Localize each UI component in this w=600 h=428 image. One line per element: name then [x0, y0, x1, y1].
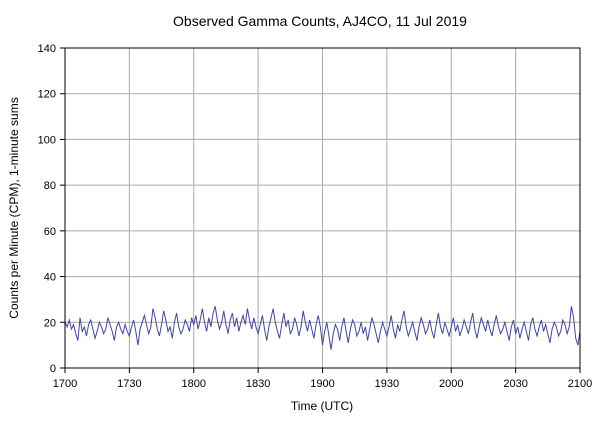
y-tick-label: 0: [50, 363, 56, 375]
x-tick-label: 1800: [182, 378, 206, 390]
y-axis-label: Counts per Minute (CPM), 1-minute sums: [7, 97, 21, 318]
y-tick-label: 40: [44, 272, 56, 284]
chart-title: Observed Gamma Counts, AJ4CO, 11 Jul 201…: [173, 13, 467, 29]
x-tick-label: 2100: [568, 378, 592, 390]
x-tick-label: 1900: [310, 378, 334, 390]
x-tick-label: 2030: [503, 378, 527, 390]
data-series: [64, 306, 581, 350]
x-tick-label: 1700: [53, 378, 77, 390]
x-tick-label: 1930: [375, 378, 399, 390]
gridlines: [65, 48, 580, 368]
data-line: [64, 306, 581, 350]
x-axis-label: Time (UTC): [291, 399, 353, 413]
y-tick-label: 140: [38, 43, 56, 55]
y-tick-label: 80: [44, 180, 56, 192]
axis-ticks: 1700 1730 1800 1830 1900 1930 2000 2030 2100 0 20 4…: [38, 43, 593, 390]
x-tick-label: 1730: [117, 378, 141, 390]
x-tick-label: 2000: [439, 378, 463, 390]
x-tick-label: 1830: [246, 378, 270, 390]
y-tick-label: 60: [44, 226, 56, 238]
y-tick-label: 120: [38, 89, 56, 101]
y-tick-label: 20: [44, 317, 56, 329]
y-tick-label: 100: [38, 134, 56, 146]
